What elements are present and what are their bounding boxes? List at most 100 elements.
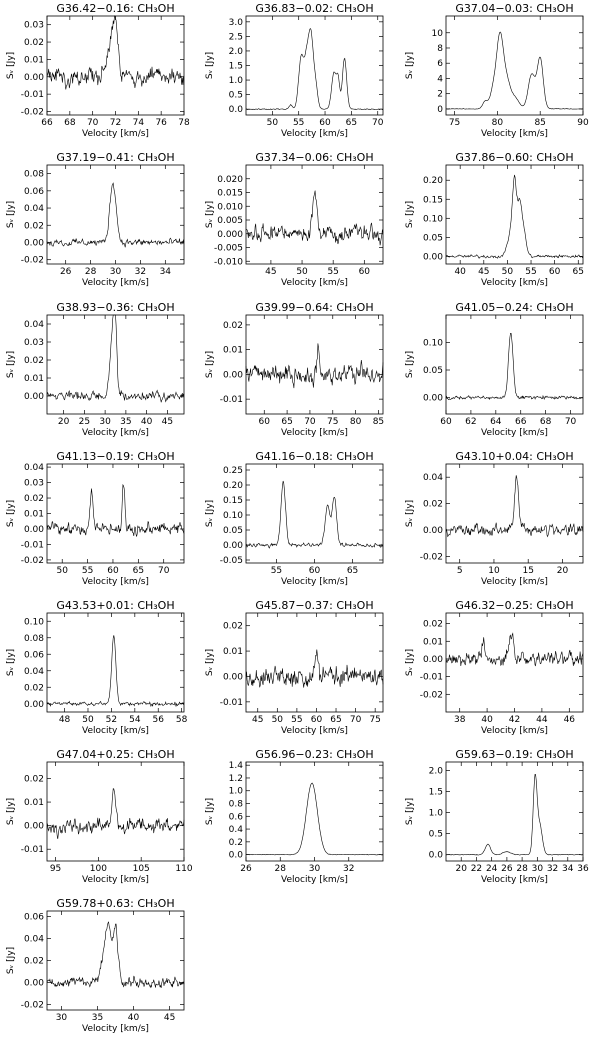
plot-frame (445, 761, 584, 862)
x-tick-label: 90 (577, 118, 589, 128)
y-tick-label: 4 (437, 74, 443, 84)
y-axis-label: Sᵥ [Jy] (205, 649, 215, 676)
x-tick-label: 40 (481, 715, 493, 725)
y-tick-label: 0.02 (24, 356, 44, 366)
plot-frame (445, 314, 584, 415)
y-tick-label: -0.01 (220, 395, 243, 405)
x-tick-label: 55 (293, 118, 304, 128)
y-axis-label: Sᵥ [Jy] (205, 351, 215, 378)
y-axis-label: Sᵥ [Jy] (205, 500, 215, 527)
x-tick-label: 50 (502, 267, 514, 277)
x-tick-label: 42 (509, 715, 520, 725)
y-tick-label: -0.01 (21, 90, 44, 100)
x-axis-label: Velocity [km/s] (281, 875, 348, 885)
y-tick-label: 0.05 (223, 526, 243, 536)
x-tick-label: 65 (347, 566, 358, 576)
x-tick-label: 22 (471, 864, 482, 874)
spectrum-panel: G41.13−0.19: CH₃OH 50 55 60 65 70 -0.02 -0.01 0.… (6, 450, 185, 587)
x-tick-label: 34 (562, 864, 574, 874)
y-tick-label: 0.04 (24, 667, 44, 677)
y-tick-label: 0.02 (223, 321, 243, 331)
y-tick-label: 3.0 (229, 18, 244, 28)
panel-title: G38.93−0.36: CH₃OH (56, 301, 174, 314)
x-tick-label: 60 (440, 417, 452, 427)
plot-frame (445, 463, 584, 564)
x-tick-label: 75 (327, 417, 338, 427)
y-axis-label: Sᵥ [Jy] (205, 52, 215, 79)
y-tick-label: -0.01 (21, 540, 44, 550)
spectrum-line (445, 774, 584, 856)
x-tick-label: 20 (58, 417, 70, 427)
y-tick-label: 0.00 (24, 238, 44, 248)
y-tick-label: 0.00 (24, 392, 44, 402)
y-tick-label: 0.5 (229, 91, 243, 101)
x-tick-label: 45 (265, 267, 276, 277)
spectrum-line (245, 782, 384, 856)
y-tick-label: 0.00 (24, 73, 44, 83)
x-tick-label: 65 (573, 267, 584, 277)
x-tick-label: 80 (492, 118, 504, 128)
plot-frame (445, 612, 584, 713)
x-tick-label: 70 (158, 566, 170, 576)
x-tick-label: 70 (304, 417, 316, 427)
y-tick-label: 0.02 (24, 775, 44, 785)
x-tick-label: 45 (252, 715, 263, 725)
y-tick-label: 0.00 (423, 526, 443, 536)
x-tick-label: 48 (59, 715, 71, 725)
panel-title: G36.42−0.16: CH₃OH (56, 2, 174, 15)
y-tick-label: 0.02 (24, 38, 44, 48)
spectrum-panel: G38.93−0.36: CH₃OH 20 25 30 35 40 45 0.00 0.01 0.… (6, 301, 185, 438)
x-axis-label: Velocity [km/s] (82, 129, 149, 139)
x-axis-label: Velocity [km/s] (82, 875, 149, 885)
y-tick-label: 0.01 (24, 510, 44, 520)
y-axis-label: Sᵥ [Jy] (6, 52, 16, 79)
spectrum-line (46, 788, 185, 839)
y-axis-label: Sᵥ [Jy] (205, 798, 215, 825)
y-tick-label: 0.04 (423, 473, 443, 483)
y-tick-label: 0.00 (24, 822, 44, 832)
x-tick-label: 60 (549, 267, 561, 277)
x-axis-label: Velocity [km/s] (281, 278, 348, 288)
y-tick-label: 0.15 (423, 195, 443, 205)
x-tick-label: 32 (547, 864, 558, 874)
y-tick-label: 0.01 (423, 637, 443, 647)
x-tick-label: 30 (532, 864, 544, 874)
plot-frame (245, 463, 384, 564)
x-tick-label: 25 (79, 417, 90, 427)
x-tick-label: 70 (565, 417, 577, 427)
x-axis-label: Velocity [km/s] (82, 1024, 149, 1034)
x-tick-label: 60 (259, 417, 271, 427)
y-tick-label: 0.0 (229, 105, 244, 115)
y-tick-label: 2 (437, 90, 443, 100)
x-axis-label: Velocity [km/s] (281, 577, 348, 587)
x-tick-label: 60 (309, 566, 321, 576)
x-tick-label: 52 (106, 715, 117, 725)
spectrum-line (46, 182, 185, 248)
panel-title: G37.19−0.41: CH₃OH (56, 151, 174, 164)
y-tick-label: 0.000 (217, 230, 243, 240)
y-tick-label: 0.00 (423, 655, 443, 665)
y-tick-label: 0.05 (423, 366, 443, 376)
y-tick-label: 6 (437, 59, 443, 69)
x-tick-label: 70 (372, 118, 384, 128)
spectrum-line (446, 31, 584, 110)
y-tick-label: 0.02 (24, 683, 44, 693)
x-tick-label: 50 (296, 267, 308, 277)
x-tick-label: 34 (160, 267, 172, 277)
x-tick-label: 26 (501, 864, 513, 874)
x-tick-label: 35 (120, 417, 131, 427)
y-tick-label: 1.5 (429, 787, 443, 797)
x-tick-label: 15 (522, 566, 533, 576)
y-tick-label: 0.00 (423, 394, 443, 404)
spectrum-panel: G41.05−0.24: CH₃OH 60 62 64 66 68 70 0.00 0.05 0.… (405, 301, 584, 438)
x-axis-label: Velocity [km/s] (281, 129, 348, 139)
x-axis-label: Velocity [km/s] (481, 875, 548, 885)
panel-title: G39.99−0.64: CH₃OH (255, 301, 373, 314)
x-tick-label: 50 (267, 118, 279, 128)
spectrum-line (46, 483, 185, 537)
y-tick-label: 2.0 (229, 47, 244, 57)
plot-frame (46, 314, 185, 415)
x-tick-label: 55 (291, 715, 302, 725)
plot-frame (46, 612, 185, 713)
y-tick-label: 0.6 (229, 812, 244, 822)
